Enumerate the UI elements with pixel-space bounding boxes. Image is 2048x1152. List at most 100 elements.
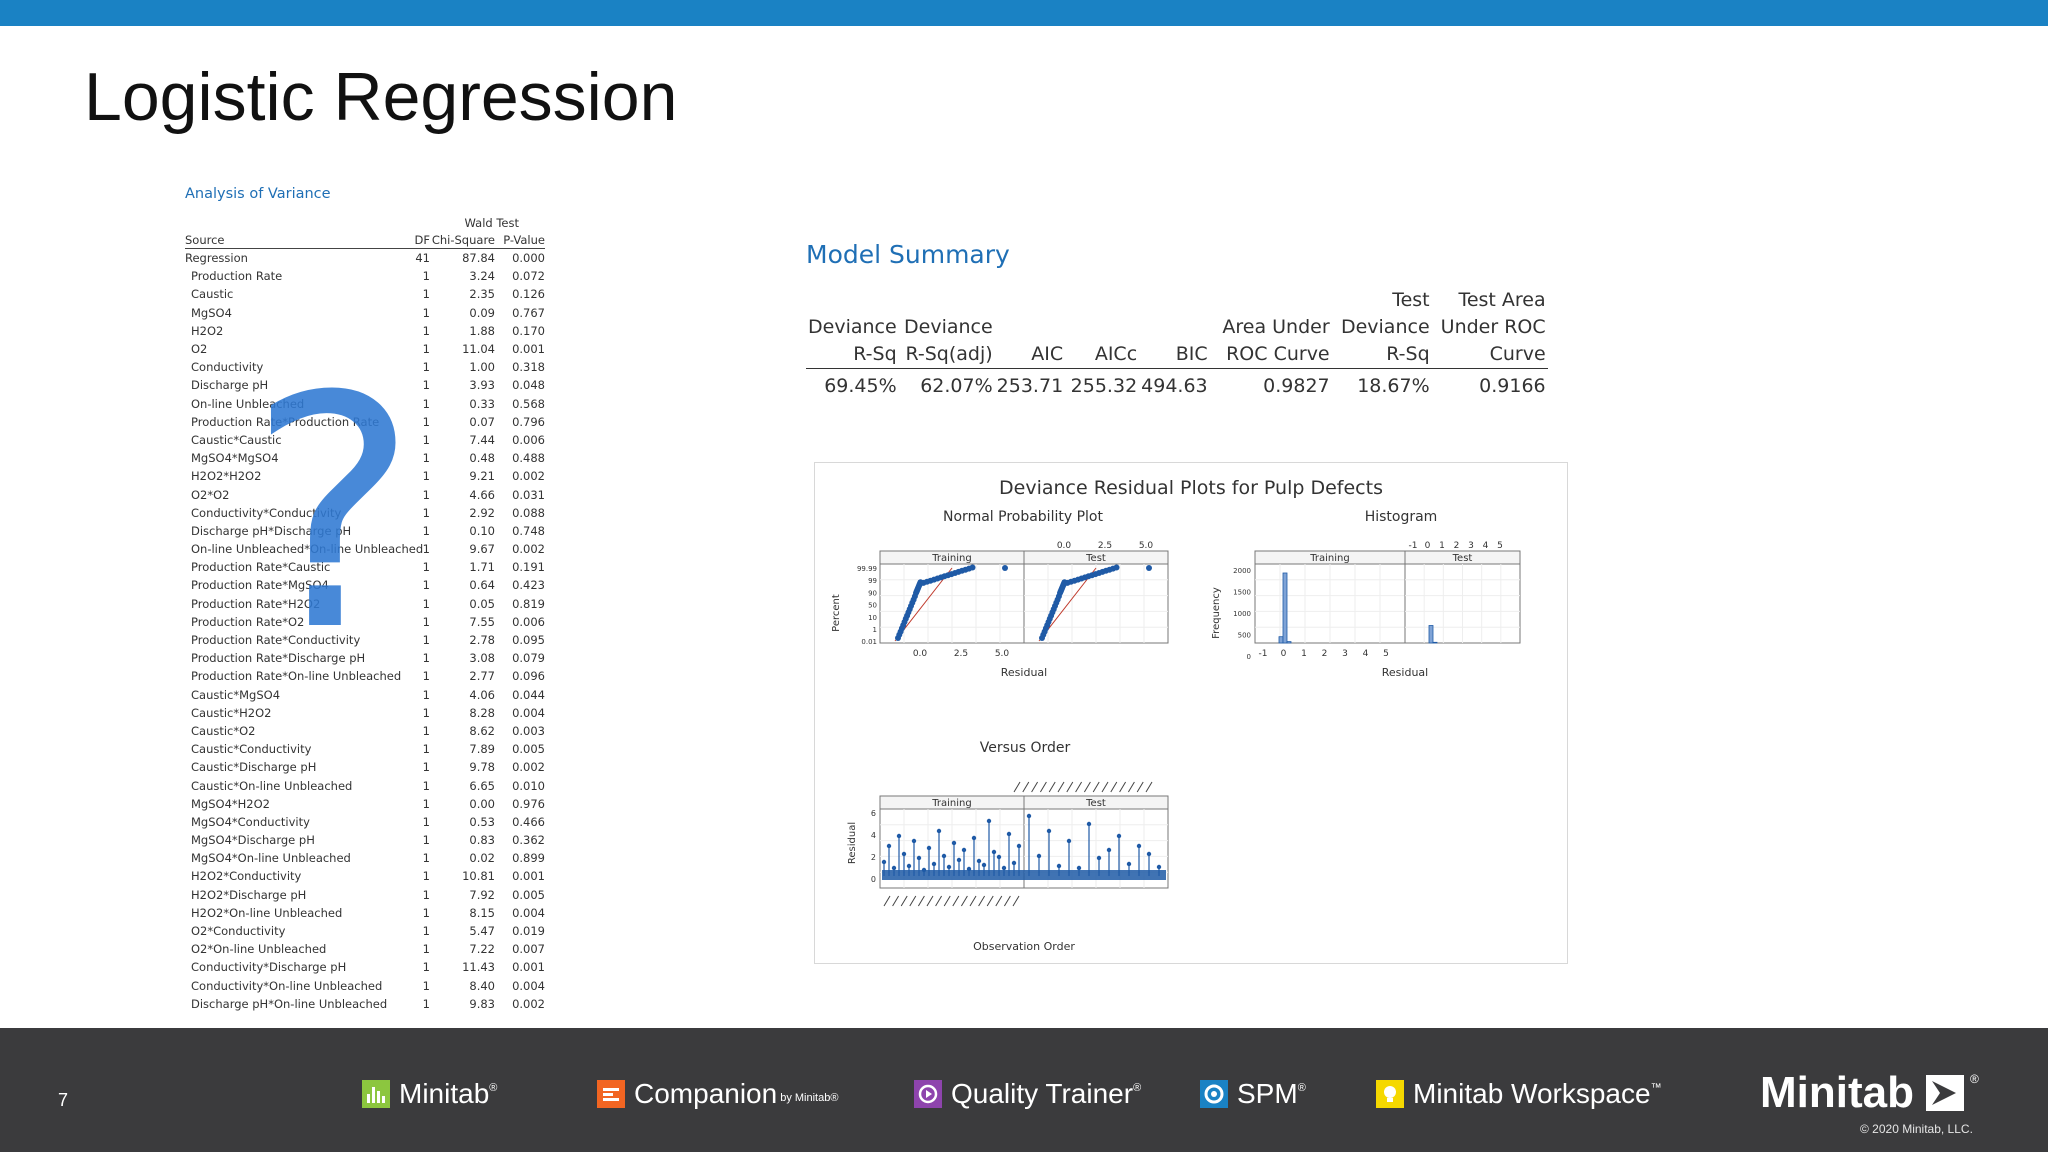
chi-square-cell: 0.48 <box>469 451 495 466</box>
summary-value: 69.45% <box>824 375 897 397</box>
summary-column-header: Deviance R-Sq <box>806 287 899 369</box>
chi-square-cell: 2.92 <box>469 505 495 520</box>
p-value-cell: 0.362 <box>512 833 545 848</box>
product-name: SPM <box>1237 1078 1298 1109</box>
source-cell: Conductivity*On-line Unbleached <box>191 978 383 993</box>
table-row: H2O2*H2O2 1 9.21 0.002 <box>185 467 545 485</box>
df-cell: 1 <box>422 723 430 738</box>
df-cell: 1 <box>422 614 430 629</box>
trademark: ® <box>1297 1082 1306 1094</box>
p-value-cell: 0.096 <box>512 669 545 684</box>
table-row: O2*O2 1 4.66 0.031 <box>185 485 545 503</box>
x-tick-mark-top <box>1013 781 1021 793</box>
chi-square-cell: 1.88 <box>469 323 495 338</box>
p-value-cell: 0.001 <box>512 869 545 884</box>
chi-square-cell: 2.78 <box>469 633 495 648</box>
table-row: MgSO4*On-line Unbleached 1 0.02 0.899 <box>185 849 545 867</box>
source-cell: Caustic*Discharge pH <box>191 760 317 775</box>
chi-square-cell: 2.77 <box>469 669 495 684</box>
x-tick-mark-top <box>1136 781 1144 793</box>
header-line: R-Sq(adj) <box>905 343 993 365</box>
anova-column-headers: Source DF Chi-Square P-Value <box>185 232 545 249</box>
y-tick-label: 4 <box>871 831 876 840</box>
p-value-cell: 0.019 <box>512 924 545 939</box>
product-companion: Companion by Minitab® <box>597 1078 838 1110</box>
residual-point <box>1086 821 1092 827</box>
df-cell: 1 <box>422 505 430 520</box>
p-value-cell: 0.005 <box>512 742 545 757</box>
residual-point <box>911 838 917 844</box>
residual-point <box>1001 865 1007 871</box>
residual-point <box>946 864 952 870</box>
x-tick-mark <box>883 895 891 907</box>
x-tick-mark-top <box>1066 781 1074 793</box>
header-line: BIC <box>1175 343 1208 365</box>
df-cell: 1 <box>422 814 430 829</box>
header-line: Under ROC <box>1440 316 1546 338</box>
chi-square-cell: 10.81 <box>462 869 495 884</box>
header-line: Deviance <box>1340 316 1430 338</box>
source-cell: Conductivity*Discharge pH <box>191 960 347 975</box>
chi-square-cell: 0.83 <box>469 833 495 848</box>
p-value-cell: 0.002 <box>512 996 545 1011</box>
x-tick-mark-top <box>1022 781 1030 793</box>
residual-point <box>981 862 987 868</box>
p-value-cell: 0.004 <box>512 978 545 993</box>
df-cell: 1 <box>422 360 430 375</box>
summary-value: 18.67% <box>1357 375 1430 397</box>
p-value-cell: 0.001 <box>512 342 545 357</box>
residual-plots-graphic: Deviance Residual Plots for Pulp Defects… <box>831 477 1521 953</box>
histogram-bar <box>1282 572 1288 644</box>
chi-square-cell: 8.15 <box>469 905 495 920</box>
minitab-arrow-icon <box>1925 1075 1964 1111</box>
residual-point <box>1011 860 1017 866</box>
residual-point <box>961 847 967 853</box>
p-value-cell: 0.004 <box>512 905 545 920</box>
table-row: Caustic*H2O2 1 8.28 0.004 <box>185 704 545 722</box>
source-cell: Production Rate*On-line Unbleached <box>191 669 402 684</box>
chi-square-cell: 7.92 <box>469 887 495 902</box>
x-axis-label: Residual <box>1382 666 1428 679</box>
table-row: H2O2 1 1.88 0.170 <box>185 322 545 340</box>
panel-label-training: Training <box>931 553 971 564</box>
residual-band <box>882 870 1166 880</box>
residual-point <box>1156 864 1162 870</box>
header-line: AICc <box>1094 343 1138 365</box>
chi-square-cell: 11.43 <box>462 960 495 975</box>
chi-square-cell: 8.40 <box>469 978 495 993</box>
df-cell: 1 <box>422 342 430 357</box>
chi-square-cell: 2.35 <box>469 287 495 302</box>
table-row: Caustic*On-line Unbleached 1 6.65 0.010 <box>185 776 545 794</box>
residual-point <box>1096 855 1102 861</box>
table-row: Conductivity*Conductivity 1 2.92 0.088 <box>185 504 545 522</box>
workspace-icon <box>1376 1080 1404 1108</box>
chi-square-cell: 0.09 <box>469 305 495 320</box>
y-tick-label: 50 <box>868 602 877 610</box>
chi-square-cell: 7.22 <box>469 942 495 957</box>
df-cell: 1 <box>422 596 430 611</box>
p-value-cell: 0.899 <box>512 851 545 866</box>
p-value-cell: 0.170 <box>512 323 545 338</box>
source-cell: H2O2*H2O2 <box>191 469 262 484</box>
table-row: Caustic*O2 1 8.62 0.003 <box>185 722 545 740</box>
x-tick-mark <box>1003 895 1011 907</box>
summary-column-header: Deviance R-Sq(adj) <box>898 287 995 369</box>
p-value-cell: 0.048 <box>512 378 545 393</box>
chi-square-cell: 8.62 <box>469 723 495 738</box>
anova-heading: Analysis of Variance <box>185 186 331 202</box>
residual-point <box>881 859 887 865</box>
df-cell: 1 <box>422 542 430 557</box>
y-tick-label: 1 <box>873 626 877 634</box>
p-value-cell: 0.126 <box>512 287 545 302</box>
p-value-cell: 0.002 <box>512 760 545 775</box>
table-row: Production Rate*H2O2 1 0.05 0.819 <box>185 595 545 613</box>
table-row: Discharge pH*On-line Unbleached 1 9.83 0.00… <box>185 995 545 1013</box>
source-cell: Discharge pH*On-line Unbleached <box>191 996 388 1011</box>
table-row: Conductivity*On-line Unbleached 1 8.40 0.00… <box>185 977 545 995</box>
chi-square-cell: 4.66 <box>469 487 495 502</box>
p-value-cell: 0.976 <box>512 796 545 811</box>
data-point <box>1113 564 1120 571</box>
table-row: Discharge pH 1 3.93 0.048 <box>185 376 545 394</box>
versus-order-title: Versus Order <box>980 740 1071 756</box>
table-row: Production Rate*Production Rate 1 0.07 0.79… <box>185 413 545 431</box>
